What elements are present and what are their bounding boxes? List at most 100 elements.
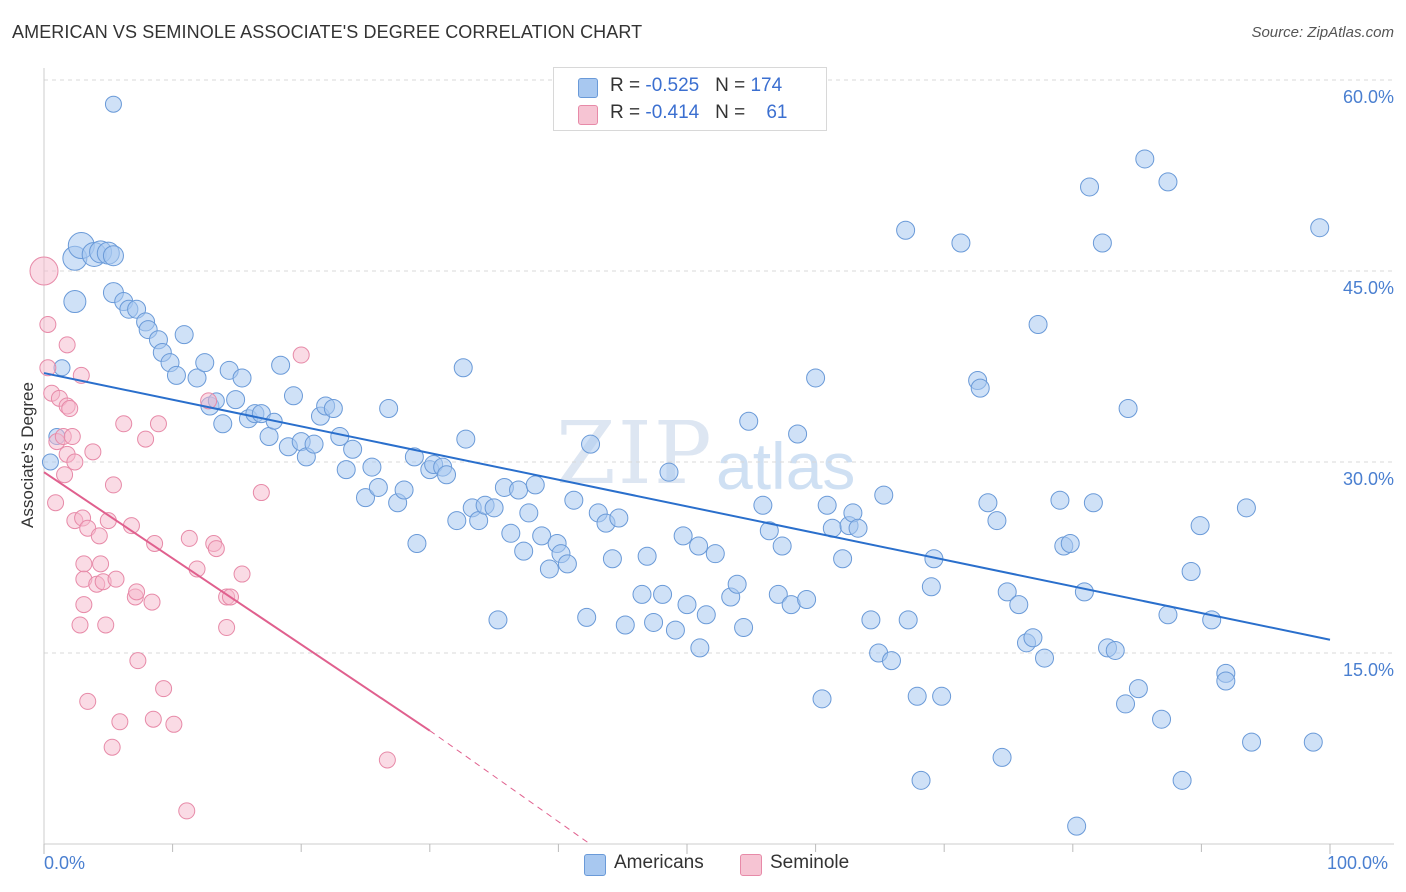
americans-point	[970, 378, 990, 398]
seminole-point	[97, 616, 115, 634]
americans-point	[1152, 709, 1172, 729]
americans-point	[488, 610, 508, 630]
americans-point	[696, 605, 716, 625]
seminole-point	[144, 710, 162, 728]
americans-point	[1050, 490, 1070, 510]
seminole-point	[149, 415, 167, 433]
americans-points	[41, 95, 1330, 836]
legend-n-value-seminole: 61	[766, 102, 788, 123]
y-tick-label-15: 15.0%	[1342, 660, 1394, 680]
legend-r-value-americans: -0.525	[645, 75, 700, 96]
americans-point	[951, 233, 971, 253]
seminole-point	[39, 315, 57, 333]
americans-point	[1118, 399, 1138, 419]
seminole-point	[104, 476, 122, 494]
americans-trend-line	[43, 372, 1331, 641]
seminole-point	[115, 415, 133, 433]
americans-point	[734, 618, 754, 638]
americans-point	[174, 325, 194, 345]
seminole-point	[128, 583, 146, 601]
americans-point	[514, 541, 534, 561]
seminole-point	[75, 596, 93, 614]
seminole-point	[92, 555, 110, 573]
watermark-atlas: atlas	[716, 429, 856, 503]
americans-point	[271, 355, 291, 375]
americans-point	[368, 477, 388, 497]
americans-point	[1105, 640, 1125, 660]
americans-point	[447, 511, 467, 531]
americans-point	[992, 747, 1012, 767]
x-tick-label-100: 100.0%	[1327, 853, 1389, 873]
americans-point	[911, 770, 931, 790]
seminole-trend-line	[43, 471, 431, 732]
americans-point	[343, 439, 363, 459]
americans-swatch	[578, 78, 598, 98]
seminole-point	[29, 256, 59, 286]
americans-point	[932, 686, 952, 706]
americans-point	[1023, 628, 1043, 648]
seminole-point	[58, 336, 76, 354]
americans-point	[644, 612, 664, 632]
americans-point	[102, 245, 124, 267]
seminole-point	[207, 540, 225, 558]
americans-point	[609, 508, 629, 528]
seminole-point	[79, 692, 97, 710]
americans-point	[753, 495, 773, 515]
americans-point	[1028, 314, 1048, 334]
americans-point	[881, 651, 901, 671]
americans-point	[768, 584, 788, 604]
americans-point	[665, 620, 685, 640]
seminole-point	[75, 555, 93, 573]
americans-point	[336, 460, 356, 480]
americans-point	[532, 526, 552, 546]
americans-point	[557, 554, 577, 574]
americans-point	[53, 359, 71, 377]
americans-point	[453, 358, 473, 378]
americans-point	[1116, 694, 1136, 714]
americans-point	[1172, 770, 1192, 790]
americans-point	[1083, 493, 1103, 513]
americans-point	[978, 493, 998, 513]
stats-legend: R = -0.525 N = 174 R = -0.414 N = 61	[553, 67, 827, 131]
seminole-point	[378, 751, 396, 769]
seminole-point	[90, 527, 108, 545]
americans-point	[226, 390, 246, 410]
americans-point	[727, 574, 747, 594]
americans-point	[759, 521, 779, 541]
americans-point	[896, 220, 916, 240]
watermark-zip: ZIP	[556, 404, 714, 504]
americans-legend-swatch	[584, 854, 606, 876]
americans-point	[1128, 679, 1148, 699]
seminole-point	[180, 529, 198, 547]
americans-point	[564, 490, 584, 510]
seminole-point	[252, 484, 270, 502]
americans-point	[653, 584, 673, 604]
americans-point	[259, 427, 279, 447]
legend-r-label: R =	[610, 75, 646, 96]
americans-point	[1060, 533, 1080, 553]
americans-point	[356, 488, 375, 508]
americans-point	[861, 610, 881, 630]
seminole-legend-swatch	[740, 854, 762, 876]
americans-point	[232, 368, 252, 388]
seminole-point	[66, 453, 84, 471]
seminole-point	[292, 346, 310, 364]
americans-point	[833, 549, 853, 569]
americans-point	[690, 638, 710, 658]
americans-point	[213, 414, 233, 434]
seminole-point	[143, 593, 161, 611]
americans-point	[1216, 671, 1236, 691]
americans-point	[525, 475, 545, 495]
americans-legend-label: Americans	[614, 852, 704, 873]
seminole-point	[39, 359, 57, 377]
seminole-point	[63, 428, 81, 446]
americans-point	[806, 368, 826, 388]
americans-point	[394, 480, 414, 500]
americans-point	[1181, 562, 1201, 582]
americans-point	[456, 429, 476, 449]
legend-n-value-americans: 174	[750, 75, 783, 96]
americans-point	[987, 511, 1007, 531]
americans-point	[907, 686, 927, 706]
americans-point	[407, 533, 427, 553]
